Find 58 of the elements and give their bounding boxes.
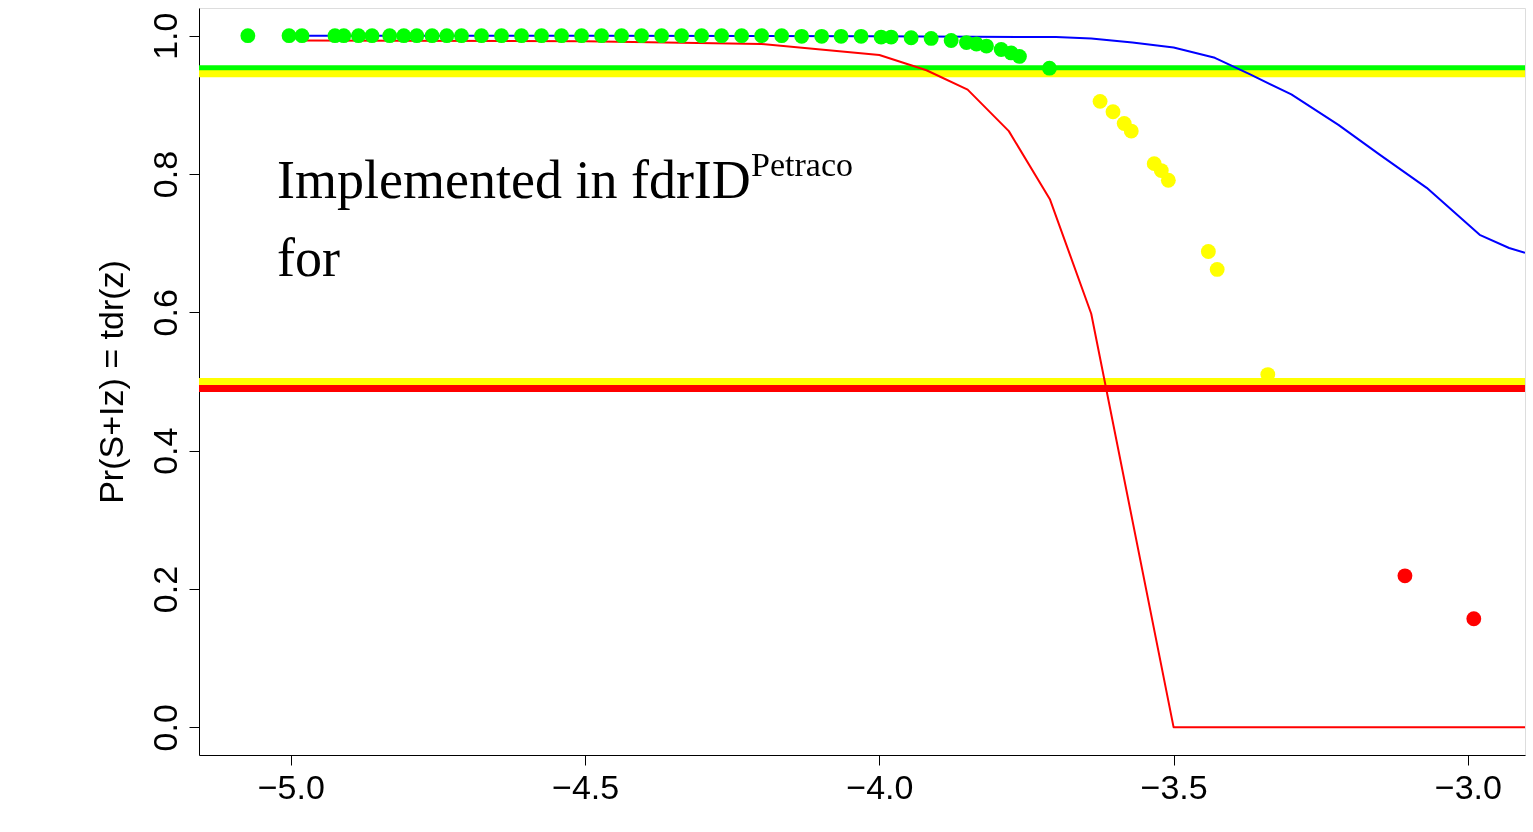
point <box>1092 93 1108 109</box>
point <box>514 28 529 44</box>
point <box>474 28 489 44</box>
y-tick-label: 0.0 <box>145 704 184 752</box>
point <box>294 28 310 44</box>
point <box>923 31 939 46</box>
y-axis-title: Pr(S+Iz) = tdr(z) <box>91 260 130 504</box>
annotation: for <box>277 228 340 288</box>
point <box>281 28 297 44</box>
point <box>979 38 994 54</box>
x-tick-label: −5.0 <box>257 767 325 806</box>
point <box>1397 568 1413 584</box>
point <box>396 28 412 44</box>
point <box>364 28 380 44</box>
x-tick-label: −3.5 <box>1140 767 1208 806</box>
point <box>714 28 730 44</box>
y-tick-label: 0.2 <box>145 565 184 614</box>
point <box>574 28 589 44</box>
point <box>774 28 790 44</box>
point <box>1042 60 1057 76</box>
point <box>351 28 366 44</box>
point <box>903 30 919 46</box>
point <box>382 28 398 44</box>
point <box>240 28 256 44</box>
point <box>833 28 849 44</box>
point <box>943 33 959 48</box>
point <box>853 28 869 44</box>
point <box>534 28 549 44</box>
x-tick-label: −3.0 <box>1434 767 1502 806</box>
y-tick-label: 0.6 <box>145 289 184 337</box>
point <box>1012 49 1027 64</box>
x-tick-label: −4.5 <box>552 767 620 806</box>
point <box>494 28 509 44</box>
point <box>794 28 810 44</box>
point <box>439 28 455 44</box>
point <box>1200 244 1216 259</box>
point <box>754 28 770 44</box>
point <box>614 28 629 44</box>
y-tick-label: 0.8 <box>145 150 184 199</box>
y-tick-label: 0.4 <box>145 427 184 475</box>
point <box>674 28 690 44</box>
point <box>654 28 670 44</box>
point <box>814 28 830 44</box>
y-tick-label: 1.0 <box>145 12 184 60</box>
point <box>1123 123 1139 139</box>
x-tick-label: −4.0 <box>846 767 914 806</box>
point <box>694 28 710 44</box>
point <box>734 28 750 44</box>
point <box>424 28 440 44</box>
point <box>1160 172 1176 188</box>
point <box>594 28 609 44</box>
point <box>409 28 425 44</box>
point <box>1209 262 1225 277</box>
point <box>554 28 569 44</box>
point <box>1105 104 1121 120</box>
point <box>634 28 649 44</box>
point <box>1466 611 1482 627</box>
point <box>454 28 469 44</box>
